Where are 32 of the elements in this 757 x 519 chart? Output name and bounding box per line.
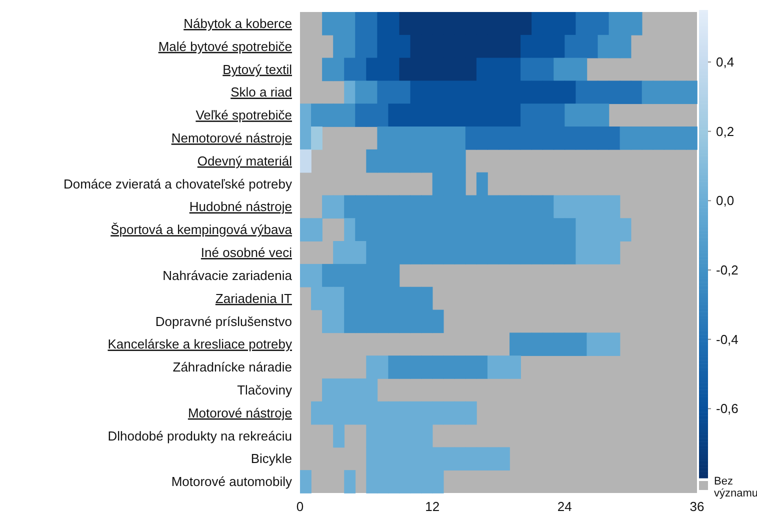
y-tick-label: Bytový textil: [222, 62, 292, 77]
color-bar-label: 0,2: [716, 124, 734, 139]
y-tick-label: Dopravné príslušenstvo: [155, 314, 292, 329]
y-tick-label: Malé bytové spotrebiče: [158, 38, 292, 54]
color-bar-label: -0,6: [716, 401, 738, 416]
color-bar-label: -0,2: [716, 262, 738, 278]
x-tick-label: 0: [296, 499, 304, 514]
y-tick-label: Nemotorové nástroje: [171, 130, 292, 146]
color-bar-label: -0,4: [716, 332, 738, 347]
y-tick-label: Sklo a riad: [230, 84, 292, 100]
y-tick-label: Odevný materiál: [197, 153, 292, 168]
y-tick-label: Kancelárske a kresliace potreby: [108, 336, 292, 352]
x-tick-label: 24: [557, 499, 572, 514]
y-tick-label: Iné osobné veci: [200, 245, 292, 260]
text: Bez významu: [714, 475, 757, 500]
x-tick-label: 12: [425, 499, 440, 514]
y-tick-label: Nahrávacie zariadenia: [162, 268, 293, 283]
y-tick-label: Nábytok a koberce: [184, 16, 292, 31]
y-tick-label: Dlhodobé produkty na rekreáciu: [108, 428, 292, 444]
y-tick-label: Tlačoviny: [237, 382, 292, 398]
x-tick-label: 36: [690, 499, 704, 514]
y-tick-label: Hudobné nástroje: [189, 199, 292, 214]
y-tick-label: Veľké spotrebiče: [196, 108, 292, 123]
y-tick-label: Bicykle: [250, 451, 292, 466]
y-tick-label: Záhradnícke náradie: [172, 360, 292, 375]
y-tick-label: Športová a kempingová výbava: [110, 222, 293, 238]
y-tick-label: Domáce zvieratá a chovateľské potreby: [63, 176, 292, 192]
color-bar-label: 0,4: [716, 54, 734, 70]
color-bar-label: 0,0: [716, 193, 734, 208]
y-tick-label: Motorové nástroje: [188, 405, 292, 420]
y-tick-label: Zariadenia IT: [215, 290, 292, 306]
y-tick-label: Motorové automobily: [171, 474, 292, 490]
